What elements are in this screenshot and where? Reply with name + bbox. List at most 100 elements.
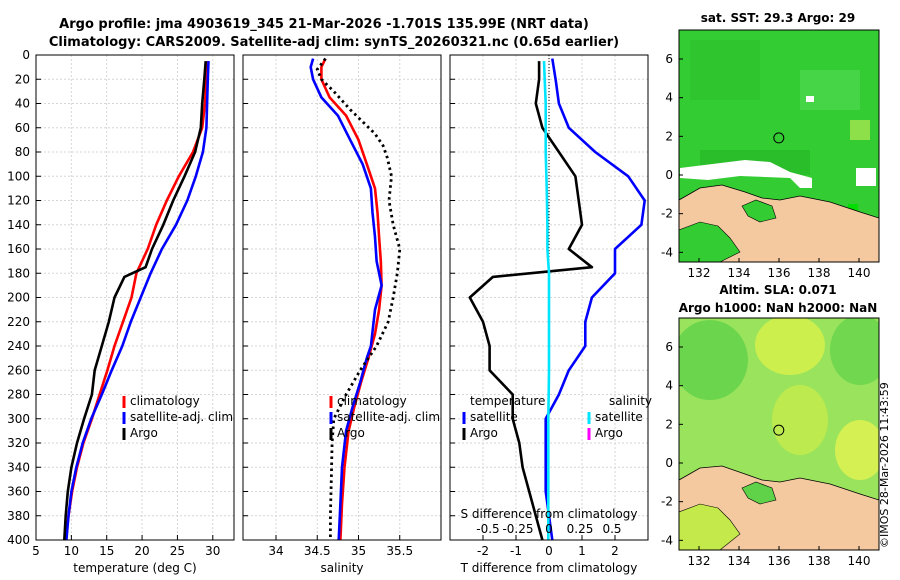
map-y-tick-label: -4 xyxy=(661,533,673,547)
sst-patch xyxy=(848,204,858,214)
legend-label-argo: Argo xyxy=(130,426,158,440)
sla-map-title-line1: Altim. SLA: 0.071 xyxy=(719,283,836,297)
map-x-tick-label: 132 xyxy=(688,554,711,568)
sla-high-anomaly xyxy=(755,318,825,375)
map-x-tick-label: 140 xyxy=(848,554,871,568)
x-tick-label: 1 xyxy=(578,544,586,558)
series-line-argo xyxy=(315,57,402,540)
legend-label-climatology: climatology xyxy=(130,394,200,408)
sst-missing-data xyxy=(856,168,876,186)
sst-patch xyxy=(690,40,760,100)
y-tick-label: 380 xyxy=(7,509,30,523)
map-y-tick-label: 6 xyxy=(665,52,673,66)
y-tick-label: 240 xyxy=(7,339,30,353)
x-tick-label: 2 xyxy=(611,544,619,558)
x-tick-label: 10 xyxy=(64,544,79,558)
x-tick-label: 34.5 xyxy=(304,544,331,558)
y-tick-label: 200 xyxy=(7,291,30,305)
map-x-tick-label: 134 xyxy=(728,266,751,280)
x-tick-label: -2 xyxy=(477,544,489,558)
x-axis-label: salinity xyxy=(320,561,363,575)
imos-timestamp: ©IMOS 28-Mar-2026 11:43:59 xyxy=(878,382,891,548)
sla-high-anomaly xyxy=(835,420,879,480)
argo-position-marker xyxy=(773,132,785,144)
sst-map-panel: sat. SST: 29.3 Argo: 29 132 134 136 138 140 -… xyxy=(661,11,880,280)
x-tick-label: 34 xyxy=(268,544,283,558)
y-tick-label: 300 xyxy=(7,412,30,426)
y-tick-label: 180 xyxy=(7,266,30,280)
y-tick-label: 320 xyxy=(7,436,30,450)
sla-low-anomaly xyxy=(830,318,879,385)
x-tick-label: 35.5 xyxy=(386,544,413,558)
x-tick-label: 25 xyxy=(170,544,185,558)
series-line-climatology xyxy=(320,58,383,541)
series-line-t-satellite xyxy=(544,58,646,541)
y-tick-label: 140 xyxy=(7,218,30,232)
y-tick-label: 120 xyxy=(7,194,30,208)
s-difference-tick-label: -0.25 xyxy=(502,522,533,536)
s-difference-tick-label: 0.5 xyxy=(602,522,621,536)
legend-label-s-satellite: satellite xyxy=(595,410,643,424)
sla-low-anomaly xyxy=(679,320,748,400)
map-y-tick-label: -2 xyxy=(661,207,673,221)
map-y-tick-label: 4 xyxy=(665,91,673,105)
x-tick-label: -1 xyxy=(510,544,522,558)
legend-title-temperature: temperature xyxy=(470,394,545,408)
y-tick-label: 360 xyxy=(7,485,30,499)
x-tick-label: 35 xyxy=(351,544,366,558)
map-x-tick-label: 140 xyxy=(848,266,871,280)
salinity-panel: 34 34.5 35 35.5 salinity xyxy=(242,54,442,575)
x-tick-label: 0 xyxy=(545,544,553,558)
series-line-satellite-adj-clim xyxy=(309,58,383,541)
x-axis-label: temperature (deg C) xyxy=(73,561,196,575)
legend-label-t-satellite: satellite xyxy=(470,410,518,424)
map-x-tick-label: 132 xyxy=(688,266,711,280)
sst-patch xyxy=(800,70,860,110)
legend-label-argo: Argo xyxy=(337,426,365,440)
series-line-argo xyxy=(63,61,207,541)
y-tick-label: 280 xyxy=(7,388,30,402)
figure-title-line1: Argo profile: jma 4903619_345 21-Mar-202… xyxy=(59,17,589,32)
series-line-t-argo xyxy=(468,61,594,541)
y-tick-label: 260 xyxy=(7,363,30,377)
legend-title-salinity: salinity xyxy=(609,394,652,408)
map-y-tick-label: 0 xyxy=(665,168,673,182)
y-tick-label: 100 xyxy=(7,169,30,183)
argo-position-marker xyxy=(773,424,785,436)
y-tick-label: 40 xyxy=(15,97,30,111)
sst-coastal-water xyxy=(741,199,777,223)
sst-coastal-water xyxy=(679,221,741,262)
legend-label-satellite: satellite-adj. clim xyxy=(337,410,440,424)
plot-frame xyxy=(35,54,235,541)
s-difference-tick-label: 0 xyxy=(545,522,553,536)
sla-high-anomaly xyxy=(772,385,828,455)
map-x-tick-label: 136 xyxy=(768,266,791,280)
legend-label-t-argo: Argo xyxy=(470,426,498,440)
map-x-tick-label: 134 xyxy=(728,554,751,568)
map-y-tick-label: 2 xyxy=(665,417,673,431)
map-y-tick-label: 2 xyxy=(665,129,673,143)
map-y-tick-label: 0 xyxy=(665,456,673,470)
figure-title-line2: Climatology: CARS2009. Satellite-adj cli… xyxy=(49,35,619,50)
sla-map-field xyxy=(679,318,879,550)
y-tick-label: 80 xyxy=(15,145,30,159)
sst-map-title: sat. SST: 29.3 Argo: 29 xyxy=(701,11,855,25)
sla-map-axes: 132 134 136 138 140 -4 -2 0 2 4 6 xyxy=(661,340,870,568)
y-tick-label: 60 xyxy=(15,121,30,135)
y-tick-label: 0 xyxy=(22,48,30,62)
x-tick-label: 20 xyxy=(134,544,149,558)
sst-missing-data xyxy=(680,160,812,188)
x-axis-label: T difference from climatology xyxy=(460,561,638,575)
s-difference-axis-label: S difference from climatology xyxy=(461,507,638,521)
y-tick-label: 20 xyxy=(15,72,30,86)
legend-label-climatology: climatology xyxy=(337,394,407,408)
difference-legend: temperature salinity satellite Argo sate… xyxy=(462,394,652,440)
x-tick-label: 5 xyxy=(32,544,40,558)
sst-map-axes: 132 134 136 138 140 -4 -2 0 2 4 6 xyxy=(661,52,870,280)
plot-frame xyxy=(449,54,649,541)
legend-label-satellite: satellite-adj. clim xyxy=(130,410,233,424)
salinity-legend: climatology satellite-adj. clim Argo xyxy=(329,394,440,440)
y-tick-label: 400 xyxy=(7,533,30,547)
x-tick-label: 15 xyxy=(99,544,114,558)
sla-map-title-line2: Argo h1000: NaN h2000: NaN xyxy=(679,301,878,315)
